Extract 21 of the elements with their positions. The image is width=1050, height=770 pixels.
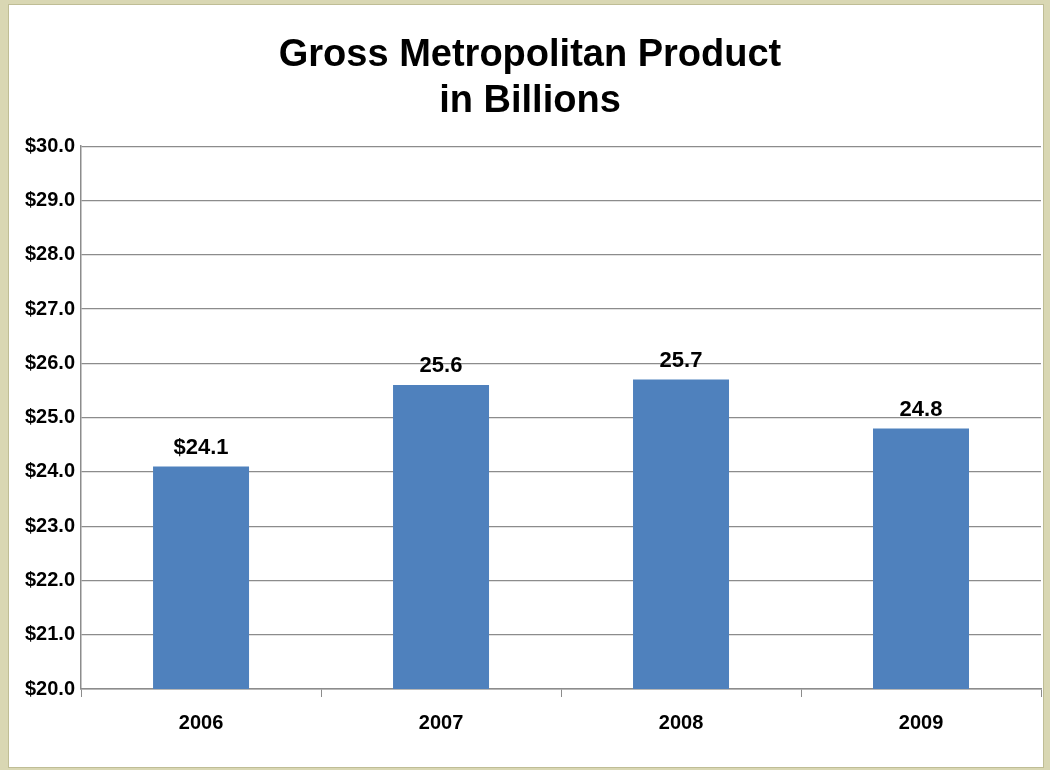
- y-tick-label: $30.0: [24, 133, 76, 156]
- x-tick-label: 2007: [418, 710, 464, 733]
- y-tick-label: $20.0: [24, 676, 76, 699]
- x-tick-label: 2006: [178, 710, 224, 733]
- y-tick-label: $25.0: [24, 405, 76, 428]
- y-tick-label: $29.0: [24, 188, 76, 210]
- data-label: $24.1: [173, 433, 229, 459]
- y-tick-label: $28.0: [24, 242, 76, 265]
- data-label: 25.6: [419, 352, 463, 378]
- text: in Billions: [439, 77, 621, 120]
- y-tick-label: $26.0: [24, 350, 76, 373]
- data-label: 24.8: [899, 395, 943, 421]
- data-label: 25.7: [659, 346, 703, 372]
- x-tick-label: 2008: [658, 710, 704, 733]
- y-tick-label: $21.0: [24, 622, 76, 645]
- y-tick-label: $22.0: [24, 567, 76, 590]
- x-tick-label: 2009: [898, 710, 944, 733]
- y-tick-label: $23.0: [24, 513, 76, 536]
- y-tick-label: $27.0: [24, 296, 76, 319]
- y-tick-label: $24.0: [24, 459, 76, 482]
- text: Gross Metropolitan Product: [278, 32, 782, 75]
